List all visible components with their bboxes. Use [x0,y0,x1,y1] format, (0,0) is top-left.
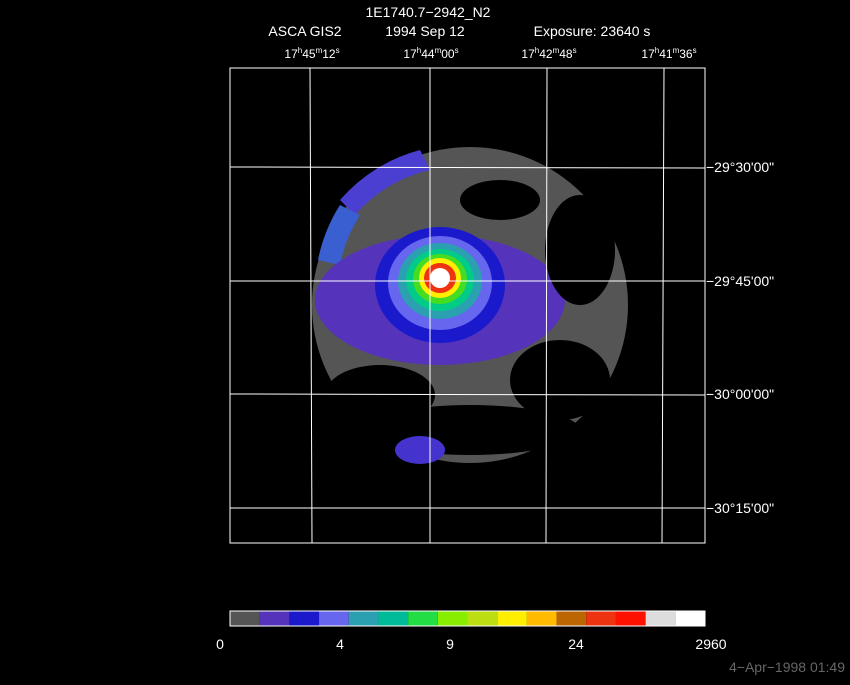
ra-value: 12 [322,47,336,61]
ra-unit: h [298,46,302,55]
ra-value: 17 [403,47,417,61]
ra-label: 17h41m36s [641,46,696,61]
dark-patch [510,340,610,420]
rim [340,150,430,215]
ra-unit: h [417,46,421,55]
title: 1E1740.7−2942_N2 [366,4,491,20]
colorbar-swatch [437,611,468,626]
colorbar-label: 24 [568,636,584,652]
grid-line [229,166,706,169]
colorbar-swatch [526,611,557,626]
dark-patch [460,180,540,220]
colorbar-swatch [289,611,320,626]
ra-value: 17 [284,47,298,61]
dec-label: −29°30'00" [706,159,774,175]
colorbar-frame [229,610,706,627]
colorbar-swatch [556,611,587,626]
grid-line [545,67,548,544]
colorbar-swatch [645,611,676,626]
ra-value: 45 [302,47,316,61]
colorbar-label: 2960 [695,636,726,652]
ra-value: 36 [679,47,693,61]
level [430,268,450,288]
ra-unit: m [435,46,442,55]
ra-unit: m [316,46,323,55]
blob [395,436,445,464]
colorbar-label: 9 [446,636,454,652]
ra-unit: s [455,46,459,55]
dec-labels: −29°30'00" −29°45'00" −30°00'00" −30°15'00" [706,159,774,516]
colorbar-swatch [408,611,438,626]
dec-label: −30°00'00" [706,386,774,402]
rim [318,205,360,265]
ra-value: 00 [441,47,455,61]
timestamp: 4−Apr−1998 01:49 [729,659,845,675]
obs-date: 1994 Sep 12 [385,23,465,39]
instrument: ASCA GIS2 [268,23,341,39]
ra-value: 41 [659,47,673,61]
ra-value: 42 [539,47,553,61]
colorbar-swatch [230,611,260,626]
grid-line [661,67,665,544]
grid-line [309,67,313,544]
ra-value: 17 [521,47,535,61]
grid-line [229,393,706,396]
colorbar-labels: 0 4 9 24 2960 [216,636,727,652]
ra-unit: m [673,46,680,55]
colorbar [229,610,706,627]
dark-patch [360,405,580,455]
colorbar-swatch [675,611,705,626]
ra-unit: h [535,46,539,55]
ra-unit: m [553,46,560,55]
dec-label: −30°15'00" [706,500,774,516]
colorbar-swatch [497,611,527,626]
colorbar-swatch [378,611,409,626]
ra-value: 48 [559,47,573,61]
colorbar-label: 0 [216,636,224,652]
ra-label: 17h45m12s [284,46,339,61]
colorbar-swatch [259,611,290,626]
ra-labels: 17h45m12s 17h44m00s 17h42m48s 17h41m36s [284,46,696,61]
colorbar-label: 4 [336,636,344,652]
colorbar-swatch [319,611,349,626]
ra-label: 17h42m48s [521,46,576,61]
exposure: Exposure: 23640 s [534,23,651,39]
ra-label: 17h44m00s [403,46,458,61]
ra-unit: s [573,46,577,55]
colorbar-swatch [615,611,646,626]
ra-unit: s [336,46,340,55]
ra-value: 44 [421,47,435,61]
dark-patch [545,195,615,305]
dec-label: −29°45'00" [706,273,774,289]
frame [229,67,706,544]
ra-unit: s [693,46,697,55]
ra-value: 17 [641,47,655,61]
colorbar-swatch [467,611,498,626]
colorbar-swatch [348,611,379,626]
image [312,147,628,464]
colorbar-swatch [586,611,616,626]
ra-unit: h [655,46,659,55]
